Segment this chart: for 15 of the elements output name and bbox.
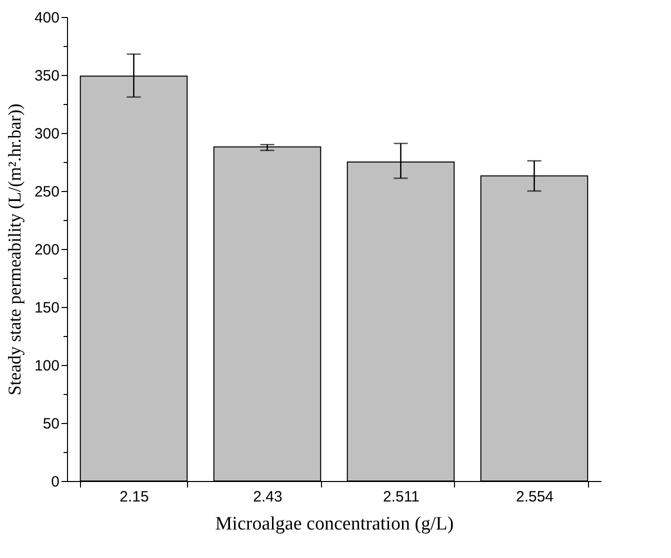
x-tick-label: 2.43 xyxy=(253,488,282,506)
y-tick-label: 250 xyxy=(34,184,60,200)
x-tick-label: 2.511 xyxy=(383,488,420,506)
x-tick-label: 2.15 xyxy=(120,488,149,506)
y-tick-label: 50 xyxy=(42,416,60,432)
y-tick-label: 200 xyxy=(34,242,60,258)
x-tick-label: 2.554 xyxy=(516,488,554,506)
y-tick-label: 400 xyxy=(34,10,60,26)
y-tick-label: 100 xyxy=(34,358,60,374)
y-tick-label: 150 xyxy=(34,300,60,316)
y-tick-label: 350 xyxy=(34,68,60,84)
x-axis-title: Microalgae concentration (g/L) xyxy=(215,514,454,534)
y-tick-label: 0 xyxy=(51,474,60,490)
y-tick-label: 300 xyxy=(34,126,60,142)
y-axis-title: Steady state permeability (L/(m².hr.bar)) xyxy=(4,104,24,396)
